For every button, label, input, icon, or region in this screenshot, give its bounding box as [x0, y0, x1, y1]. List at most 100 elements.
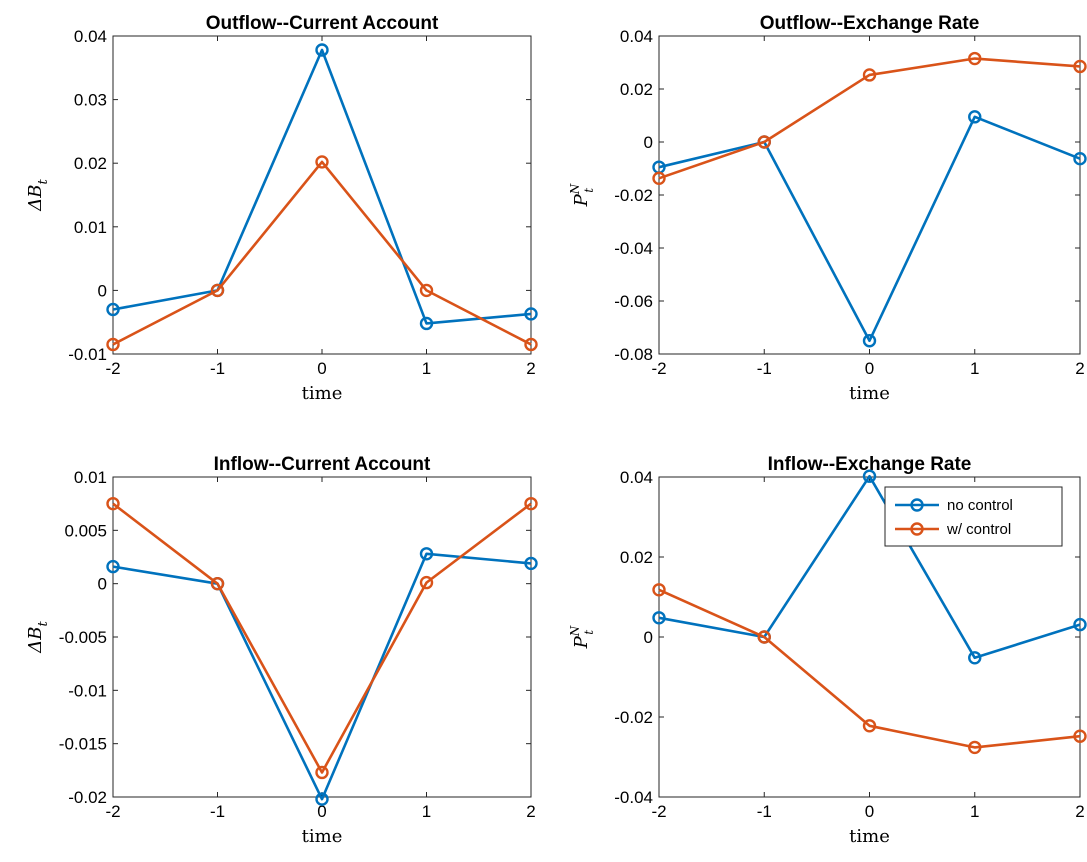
x-tick-label: 0 — [865, 359, 874, 378]
y-axis-label: PNt — [568, 625, 596, 649]
x-tick-label: -2 — [105, 802, 120, 821]
y-tick-label: 0 — [98, 575, 107, 594]
y-tick-label: -0.06 — [614, 292, 653, 311]
data-point-w-control — [210, 576, 225, 591]
inflow-current-account-panel: Inflow--Current Account -2 -1 0 1 2 -0.02 -0.01… — [25, 454, 538, 847]
x-tick-label: 1 — [422, 802, 431, 821]
y-tick-label: -0.08 — [614, 345, 653, 364]
data-point-w-control — [1073, 729, 1087, 743]
data-point-w-control — [315, 155, 329, 169]
series-line-no-control — [658, 115, 1081, 343]
axes-box — [658, 35, 1081, 355]
legend: no control w/ control — [884, 486, 1063, 547]
y-axis-label: ΔBt — [25, 621, 51, 654]
y-tick-label: 0.04 — [74, 27, 107, 46]
y-tick-label: 0.04 — [620, 468, 653, 487]
x-axis-label: time — [302, 383, 343, 404]
y-tick-label: 0.01 — [74, 218, 107, 237]
data-point-w-control — [652, 171, 666, 186]
chart-title: Inflow--Exchange Rate — [768, 454, 972, 475]
data-point-no-control — [1073, 151, 1087, 166]
data-point-no-control — [106, 302, 120, 317]
y-tick-label: 0.03 — [74, 91, 107, 110]
data-point-w-control — [106, 496, 120, 511]
data-point-w-control — [757, 630, 771, 644]
y-tick-label: -0.01 — [68, 345, 107, 364]
legend-label: w/ control — [946, 521, 1011, 538]
y-tick-label: -0.04 — [614, 239, 653, 258]
x-tick-label: -2 — [651, 802, 666, 821]
axes-box — [112, 476, 532, 798]
x-tick-label: -1 — [210, 359, 225, 378]
data-point-no-control — [315, 43, 329, 57]
x-tick-label: 1 — [970, 802, 979, 821]
y-tick-label: 0.005 — [64, 521, 107, 540]
data-point-no-control — [652, 611, 666, 625]
data-point-w-control — [419, 575, 434, 590]
data-point-no-control — [419, 316, 434, 331]
series-line-w-control — [112, 502, 532, 774]
series-line-w-control — [112, 160, 532, 346]
data-point-w-control — [524, 496, 538, 511]
y-tick-label: -0.015 — [59, 735, 107, 754]
data-point-no-control — [1073, 617, 1087, 632]
x-tick-label: 2 — [1075, 802, 1084, 821]
axes-box — [112, 35, 532, 355]
x-tick-label: 1 — [422, 359, 431, 378]
x-tick-label: 0 — [317, 359, 326, 378]
y-axis-label: PNt — [568, 183, 596, 207]
y-tick-label: 0.02 — [620, 80, 653, 99]
outflow-current-account-panel: Outflow--Current Account -2 -1 0 1 2 -0.01 0 0.0… — [25, 13, 538, 404]
y-tick-label: 0.01 — [74, 468, 107, 487]
y-tick-label: 0.02 — [74, 154, 107, 173]
legend-marker — [910, 498, 924, 512]
y-axis-label: ΔBt — [25, 179, 51, 212]
data-point-w-control — [315, 765, 329, 780]
data-point-w-control — [652, 583, 666, 597]
x-tick-label: 2 — [526, 359, 535, 378]
x-axis-label: time — [849, 383, 890, 404]
data-point-w-control — [968, 740, 982, 755]
data-point-w-control — [862, 719, 877, 733]
y-tick-label: -0.005 — [59, 628, 107, 647]
x-axis-label: time — [849, 826, 890, 847]
data-point-w-control — [524, 337, 538, 352]
chart-title: Inflow--Current Account — [214, 454, 431, 475]
y-tick-label: -0.01 — [68, 681, 107, 700]
data-point-no-control — [315, 792, 329, 806]
data-point-no-control — [524, 556, 538, 571]
y-tick-label: 0 — [644, 628, 653, 647]
y-tick-label: -0.02 — [614, 708, 653, 727]
outflow-exchange-rate-panel: Outflow--Exchange Rate -2 -1 0 1 2 -0.08 -0.06 -… — [568, 13, 1087, 404]
data-point-no-control — [524, 307, 538, 321]
y-tick-label: -0.02 — [614, 186, 653, 205]
x-tick-label: 0 — [865, 802, 874, 821]
y-tick-label: 0 — [98, 281, 107, 300]
data-point-w-control — [210, 283, 225, 298]
chart-title: Outflow--Exchange Rate — [760, 13, 980, 34]
data-point-no-control — [106, 559, 120, 574]
series-line-w-control — [658, 57, 1081, 180]
inflow-exchange-rate-panel: Inflow--Exchange Rate -2 -1 0 1 2 -0.04 -0.02 0 0… — [568, 454, 1087, 847]
data-point-w-control — [106, 337, 120, 352]
x-tick-label: -1 — [757, 802, 772, 821]
y-tick-label: -0.04 — [614, 788, 653, 807]
legend-label: no control — [947, 497, 1013, 514]
data-point-w-control — [1073, 59, 1087, 74]
data-point-no-control — [419, 547, 434, 561]
series-line-no-control — [112, 48, 532, 325]
x-tick-label: 2 — [526, 802, 535, 821]
x-tick-label: -1 — [210, 802, 225, 821]
data-point-no-control — [968, 651, 982, 665]
chart-title: Outflow--Current Account — [206, 13, 439, 34]
x-tick-label: 2 — [1075, 359, 1084, 378]
data-point-w-control — [968, 51, 982, 66]
x-tick-label: -2 — [651, 359, 666, 378]
data-point-w-control — [419, 283, 434, 298]
y-tick-label: -0.02 — [68, 788, 107, 807]
x-tick-label: 1 — [970, 359, 979, 378]
legend-marker — [910, 522, 924, 536]
x-axis-label: time — [302, 826, 343, 847]
x-tick-label: 0 — [317, 802, 326, 821]
